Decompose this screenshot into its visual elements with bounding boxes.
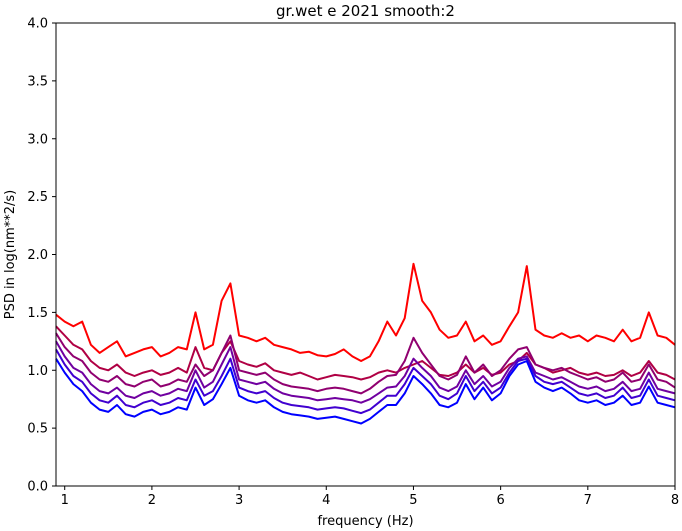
plot-frame	[55, 22, 676, 487]
y-tick-label: 2.5	[27, 190, 48, 205]
y-tick-label: 2.0	[27, 248, 48, 263]
series-line-3	[55, 332, 676, 395]
y-axis-label: PSD in log(nm**2/s)	[3, 190, 18, 320]
series-line-6	[55, 358, 676, 425]
x-tick-label: 4	[322, 493, 330, 508]
x-tick-label: 1	[61, 493, 69, 508]
x-axis: 1 2 3 4 5 6 7 8	[61, 486, 679, 508]
x-tick-label: 2	[148, 493, 156, 508]
x-tick-label: 5	[409, 493, 417, 508]
y-tick-label: 1.0	[27, 364, 48, 379]
series-line-5	[55, 348, 676, 415]
y-tick-label: 3.5	[27, 74, 48, 89]
x-tick-label: 8	[671, 493, 679, 508]
chart-title: gr.wet e 2021 smooth:2	[276, 2, 455, 20]
y-axis: 0.0 0.5 1.0 1.5 2.0 2.5 3.0 3.5 4.0	[27, 17, 56, 495]
y-tick-label: 0.0	[27, 480, 48, 495]
y-tick-label: 1.5	[27, 306, 48, 321]
series-line-2	[55, 325, 676, 381]
x-axis-label: frequency (Hz)	[317, 514, 413, 529]
x-tick-label: 7	[584, 493, 592, 508]
series-line-1	[55, 262, 676, 362]
y-tick-label: 4.0	[27, 17, 48, 32]
series-layer	[55, 262, 676, 425]
series-line-4	[55, 340, 676, 404]
x-tick-label: 6	[496, 493, 504, 508]
y-tick-label: 3.0	[27, 132, 48, 147]
x-tick-label: 3	[235, 493, 243, 508]
y-tick-label: 0.5	[27, 422, 48, 437]
